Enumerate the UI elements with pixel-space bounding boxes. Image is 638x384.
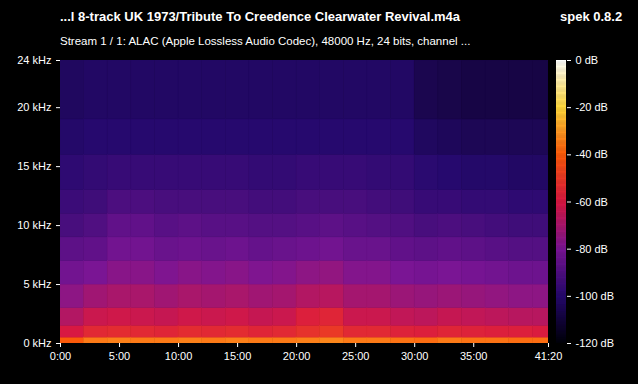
svg-text:-20 dB: -20 dB xyxy=(576,101,608,113)
html-text:Stream 1 / 1: ALAC (Apple Loss: Stream 1 / 1: ALAC (Apple Lossless Audio… xyxy=(60,35,471,47)
svg-text:10 kHz: 10 kHz xyxy=(17,219,51,231)
svg-text:-40 dB: -40 dB xyxy=(576,148,608,160)
svg-text:35:00: 35:00 xyxy=(460,350,488,362)
svg-text:-80 dB: -80 dB xyxy=(576,243,608,255)
svg-text:-60 dB: -60 dB xyxy=(576,196,608,208)
svg-text:5:00: 5:00 xyxy=(109,350,130,362)
svg-text:-100 dB: -100 dB xyxy=(576,290,615,302)
svg-text:15:00: 15:00 xyxy=(224,350,252,362)
svg-text:20 kHz: 20 kHz xyxy=(17,101,51,113)
svg-text:15 kHz: 15 kHz xyxy=(17,160,51,172)
svg-text:10:00: 10:00 xyxy=(165,350,193,362)
svg-text:25:00: 25:00 xyxy=(342,350,370,362)
svg-text:0 dB: 0 dB xyxy=(576,54,599,66)
svg-text:0 kHz: 0 kHz xyxy=(23,337,51,349)
html-text:...l 8-track UK 1973/Tribute T: ...l 8-track UK 1973/Tribute To Creedenc… xyxy=(60,9,461,24)
svg-text:24 kHz: 24 kHz xyxy=(17,54,51,66)
svg-text:41:20: 41:20 xyxy=(535,350,563,362)
svg-text:30:00: 30:00 xyxy=(401,350,429,362)
svg-text:-120 dB: -120 dB xyxy=(576,337,615,349)
svg-text:0:00: 0:00 xyxy=(50,350,71,362)
html-text:spek 0.8.2: spek 0.8.2 xyxy=(560,9,623,24)
svg-text:5 kHz: 5 kHz xyxy=(23,278,51,290)
svg-text:20:00: 20:00 xyxy=(283,350,311,362)
